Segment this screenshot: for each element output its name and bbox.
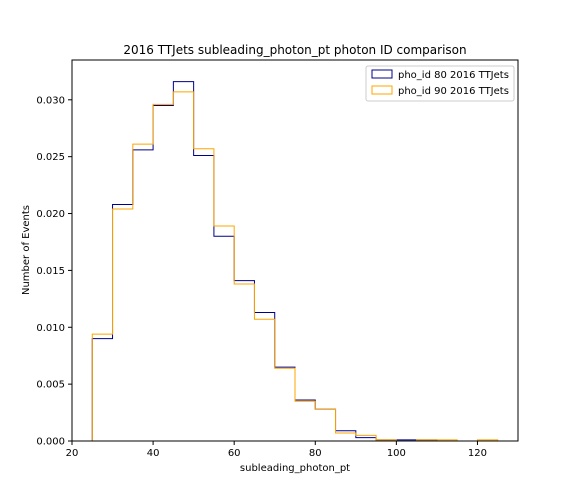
y-axis-label: Number of Events bbox=[21, 205, 32, 295]
legend-label-pho-id-80: pho_id 80 2016 TTJets bbox=[398, 70, 509, 81]
x-tick-label: 60 bbox=[228, 448, 241, 459]
x-tick-label: 20 bbox=[66, 448, 79, 459]
y-tick-label: 0.020 bbox=[36, 209, 65, 220]
y-tick-label: 0.015 bbox=[36, 266, 65, 277]
x-tick-label: 80 bbox=[309, 448, 322, 459]
x-axis-label: subleading_photon_pt bbox=[240, 463, 350, 474]
series-layer bbox=[91, 81, 499, 442]
y-tick-label: 0.000 bbox=[36, 437, 65, 448]
y-tick-label: 0.025 bbox=[36, 152, 65, 163]
x-tick-label: 40 bbox=[147, 448, 160, 459]
y-tick-label: 0.005 bbox=[36, 380, 65, 391]
legend: pho_id 80 2016 TTJets pho_id 90 2016 TTJ… bbox=[365, 65, 515, 102]
legend-box bbox=[365, 65, 515, 102]
y-axis-ticks: 0.000 0.005 0.010 0.015 0.020 0.025 0.030 bbox=[36, 95, 72, 448]
legend-swatch-pho-id-90 bbox=[371, 85, 393, 95]
chart-title: 2016 TTJets subleading_photon_pt photon … bbox=[123, 43, 466, 57]
y-tick-label: 0.010 bbox=[36, 323, 65, 334]
x-tick-label: 100 bbox=[387, 448, 406, 459]
plot-frame bbox=[71, 59, 519, 442]
series-pho-id-90-step-line bbox=[91, 91, 499, 442]
y-tick-label: 0.030 bbox=[36, 95, 65, 106]
x-axis-ticks: 20 40 60 80 100 120 bbox=[66, 441, 487, 459]
x-tick-label: 120 bbox=[468, 448, 487, 459]
legend-label-pho-id-90: pho_id 90 2016 TTJets bbox=[398, 86, 509, 97]
legend-swatch-pho-id-80 bbox=[371, 69, 393, 79]
